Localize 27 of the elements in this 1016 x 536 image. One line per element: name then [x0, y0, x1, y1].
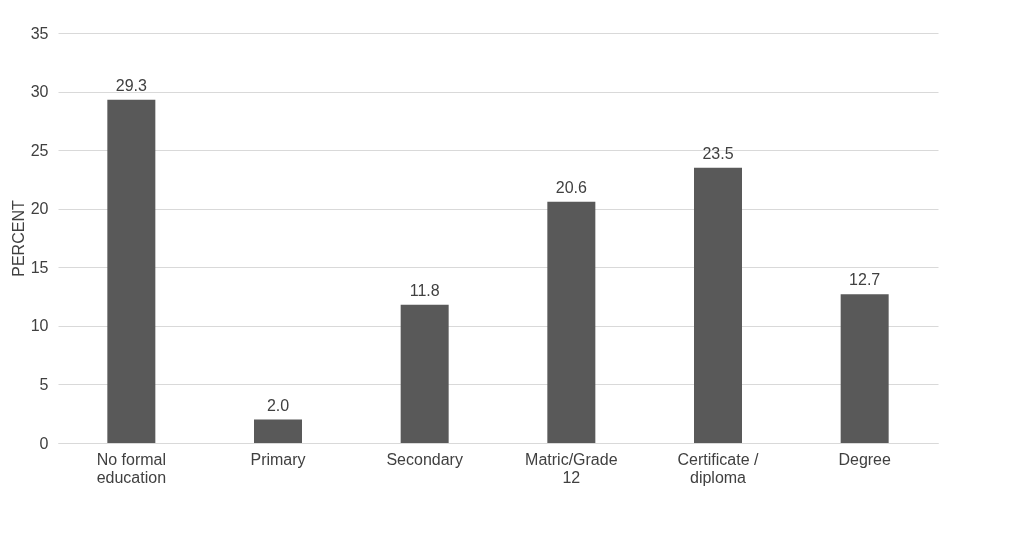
bar [547, 201, 596, 443]
bar [694, 167, 742, 443]
y-tick-label: 30 [30, 83, 49, 101]
y-tick-label: 20 [30, 200, 49, 218]
bar [107, 99, 156, 443]
data-label: 11.8 [409, 281, 440, 299]
x-tick-label: Certificate / diploma [677, 450, 760, 486]
y-tick-label: 25 [30, 141, 49, 159]
y-axis-title: PERCENT [9, 200, 27, 277]
data-label: 12.7 [849, 271, 881, 289]
x-tick-label: Degree [838, 450, 891, 468]
data-label: 20.6 [555, 178, 588, 196]
bar [254, 419, 302, 443]
bar [840, 294, 889, 443]
x-tick-label: Primary [250, 450, 306, 468]
x-tick-label: No formal education [96, 450, 167, 486]
data-label: 2.0 [266, 396, 290, 414]
y-tick-label: 5 [39, 375, 49, 393]
data-label: 29.3 [115, 76, 148, 94]
x-tick-label: Secondary [386, 450, 463, 468]
bar [400, 304, 449, 443]
y-tick-label: 10 [30, 317, 49, 335]
data-label: 23.5 [702, 144, 734, 162]
y-tick-label: 15 [30, 258, 49, 276]
y-tick-label: 0 [39, 434, 49, 452]
y-tick-label: 35 [30, 24, 49, 42]
x-tick-label: Matric/Grade 12 [525, 450, 618, 486]
